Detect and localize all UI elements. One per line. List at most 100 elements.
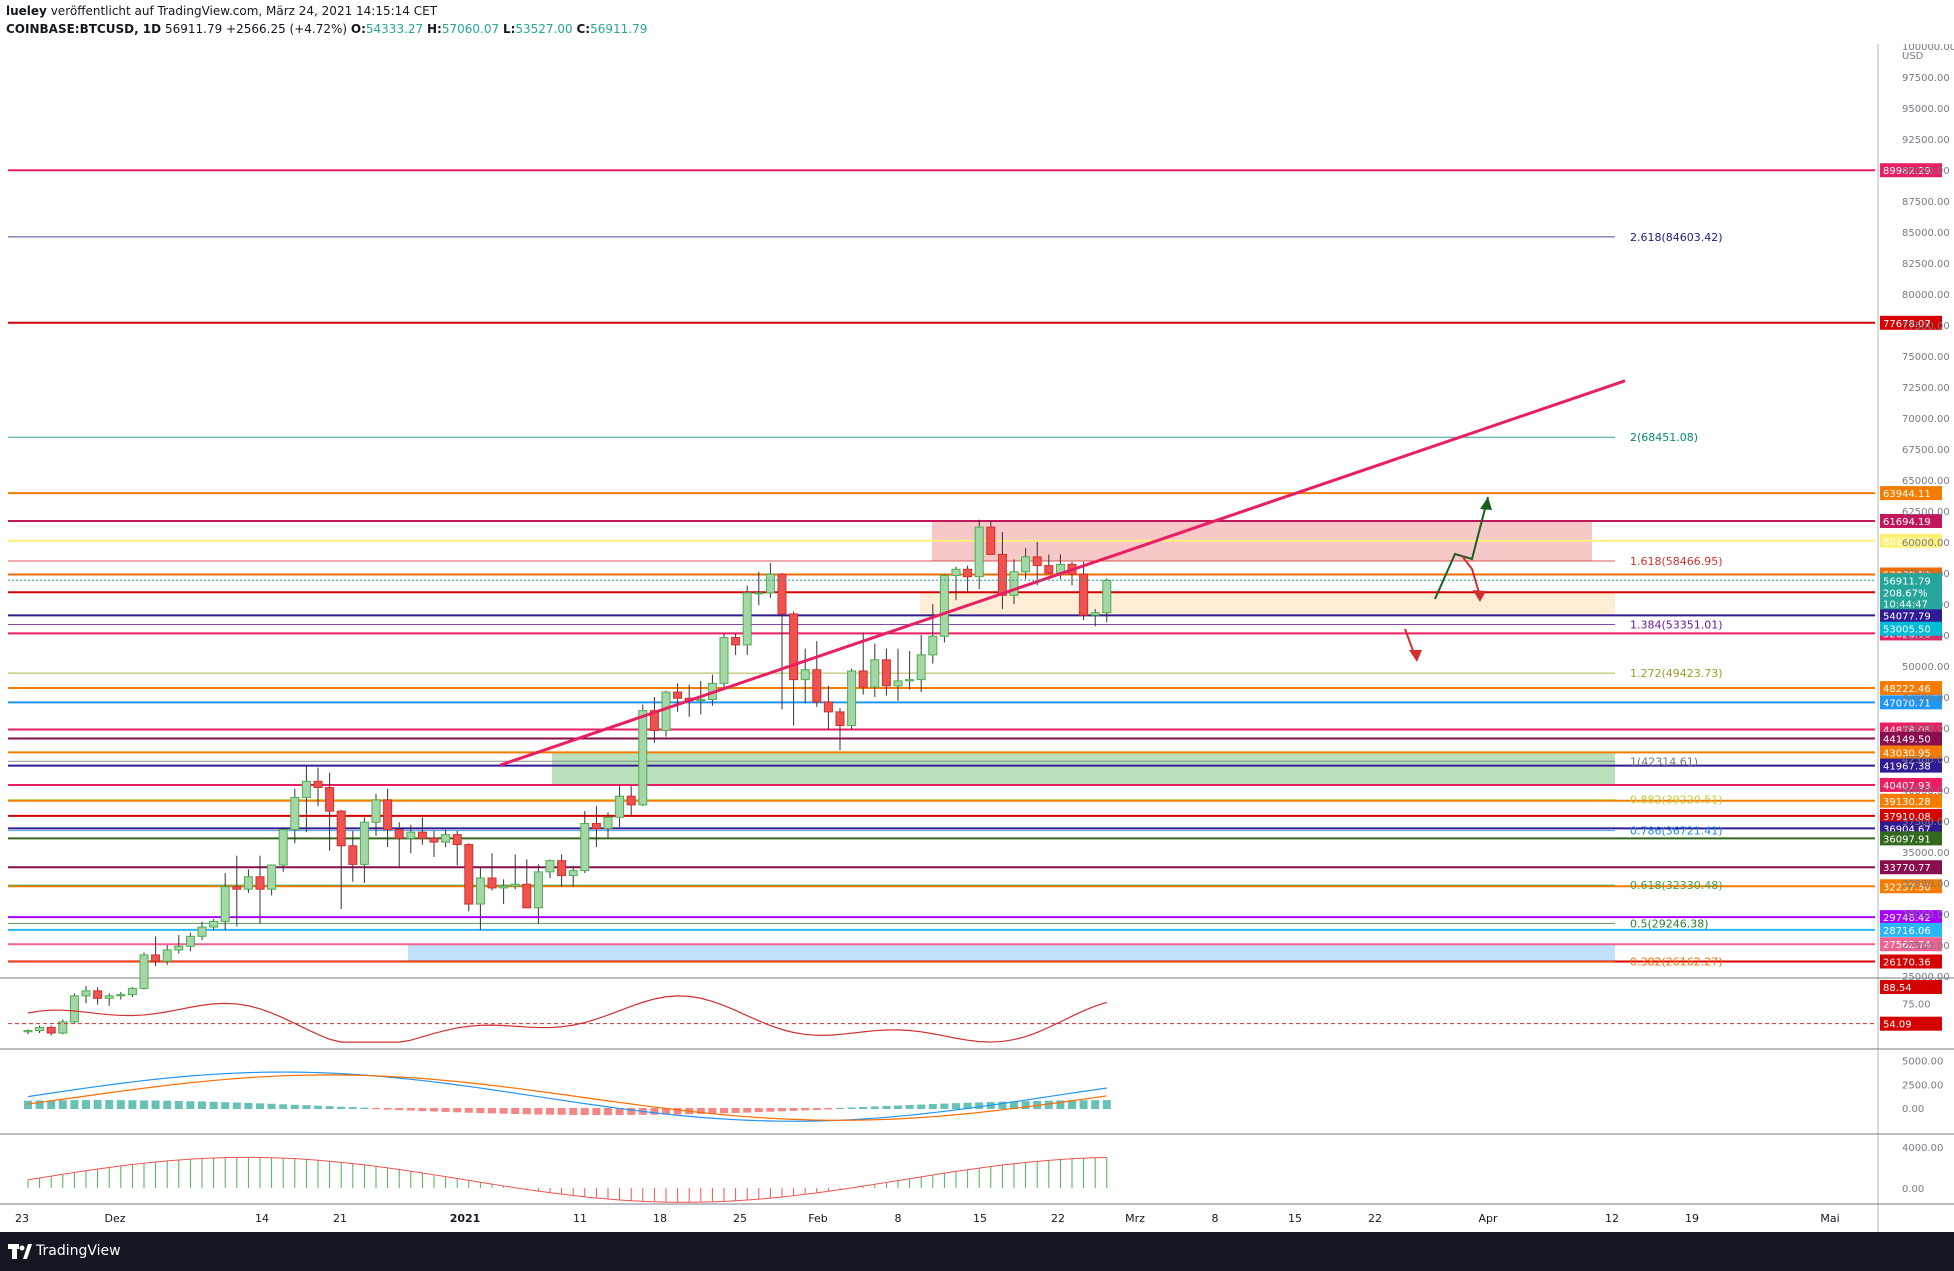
level-label-bg	[1880, 315, 1942, 330]
current-price-bg	[1880, 573, 1942, 610]
price-tick: 30000.00	[1902, 910, 1950, 921]
fib-label: 0.882(39220.51)	[1630, 794, 1723, 807]
candle-body	[1102, 579, 1112, 614]
candle-body	[464, 844, 474, 905]
candle-body	[835, 711, 845, 727]
candle-countdown: 10:44:47	[1883, 599, 1928, 610]
price-tick: 45000.00	[1902, 724, 1950, 735]
candle-body	[893, 680, 903, 687]
price-tick: 80000.00	[1902, 290, 1950, 301]
macd-hist-bar	[662, 1108, 670, 1115]
level-label: 43030.95	[1883, 748, 1931, 759]
price-chart-svg[interactable]: 89982.29 77678.07 63944.11 61694.19 60100.72…	[0, 44, 1954, 1232]
candle-body	[510, 883, 520, 887]
candle-body	[800, 669, 810, 681]
macd-hist-bar	[244, 1102, 253, 1109]
price-tick: 92500.00	[1902, 135, 1950, 146]
close-label: 53005.50	[1883, 625, 1931, 636]
rsi-tick: 75.00	[1902, 999, 1931, 1010]
candle-body	[939, 574, 949, 637]
time-tick: 22	[1051, 1212, 1065, 1225]
candle-body	[243, 876, 253, 890]
tradingview-logo-icon[interactable]	[8, 1242, 32, 1260]
candle-body	[905, 679, 915, 682]
close-label: C:	[576, 22, 591, 36]
macd-hist-bar	[441, 1108, 450, 1112]
candle-body	[591, 822, 601, 829]
time-tick: 11	[573, 1212, 587, 1225]
symbol-name[interactable]: COINBASE:BTCUSD, 1D	[6, 22, 162, 36]
candle-body	[139, 954, 149, 989]
time-tick: 14	[255, 1212, 269, 1225]
level-label: 60100.72	[1883, 537, 1931, 548]
author-name[interactable]: lueley	[6, 4, 47, 18]
level-label-bg	[1880, 533, 1942, 548]
macd-hist-bar	[1044, 1100, 1053, 1109]
macd-hist-bar	[847, 1107, 856, 1109]
time-tick: 21	[333, 1212, 347, 1225]
macd-hist-bar	[279, 1104, 288, 1109]
candle-body	[754, 592, 764, 595]
price-tick: 87500.00	[1902, 197, 1950, 208]
candle-body	[383, 799, 393, 831]
level-label-bg	[1880, 793, 1942, 808]
candle-body	[58, 1021, 68, 1034]
candle-body	[719, 636, 729, 684]
macd-hist-bar	[256, 1103, 264, 1109]
macd-hist-bar	[650, 1108, 659, 1115]
candle-body	[557, 860, 567, 877]
candle-body	[812, 669, 822, 703]
candle-body	[359, 821, 369, 865]
candle-body	[417, 831, 427, 839]
macd-hist-bar	[232, 1102, 241, 1109]
level-label: 44149.50	[1883, 735, 1931, 746]
fib-label: 0.618(32330.48)	[1630, 879, 1723, 892]
time-tick: 18	[653, 1212, 667, 1225]
macd-hist-bar	[882, 1105, 891, 1109]
last-price: 56911.79	[164, 22, 223, 36]
macd-hist-bar	[140, 1100, 148, 1109]
macd-hist-bar	[743, 1108, 752, 1113]
time-tick: 22	[1368, 1212, 1382, 1225]
current-price-pct: 208.67%	[1883, 588, 1928, 599]
level-label: 48222.46	[1883, 684, 1931, 695]
macd-hist-bar	[372, 1108, 380, 1110]
level-label: 33770.77	[1883, 863, 1931, 874]
level-label: 36904.67	[1883, 824, 1931, 835]
price-tick: 40000.00	[1902, 786, 1950, 797]
price-tick: 62500.00	[1902, 507, 1950, 518]
candle-body	[1044, 565, 1054, 574]
chart-area[interactable]: 89982.29 77678.07 63944.11 61694.19 60100.72…	[0, 44, 1954, 1232]
macd-hist-bar	[615, 1108, 624, 1116]
candle-body	[81, 990, 91, 997]
time-tick: 25	[733, 1212, 747, 1225]
price-tick: 35000.00	[1902, 848, 1950, 859]
publish-info: lueley veröffentlicht auf TradingView.co…	[6, 4, 437, 18]
candle-body	[325, 787, 335, 812]
macd-hist-bar	[209, 1101, 218, 1109]
macd-hist-bar	[82, 1100, 90, 1109]
time-tick: 15	[973, 1212, 987, 1225]
level-label-bg	[1880, 513, 1942, 528]
time-tick: 15	[1288, 1212, 1302, 1225]
price-tick: 65000.00	[1902, 476, 1950, 487]
level-label-bg	[1880, 937, 1942, 952]
macd-hist-bar	[1091, 1100, 1100, 1109]
price-tick: 27500.00	[1902, 941, 1950, 952]
close-label-bg	[1880, 621, 1942, 636]
candle-body	[858, 670, 868, 688]
rsi-value: 88.54	[1883, 983, 1912, 994]
price-tick: 90000.00	[1902, 166, 1950, 177]
time-tick: 8	[895, 1212, 902, 1225]
macd-hist-bar	[453, 1108, 462, 1113]
macd-tick: 0.00	[1902, 1104, 1924, 1115]
fib-label: 0.786(36721.41)	[1630, 825, 1723, 838]
macd-hist-bar	[128, 1100, 137, 1109]
candle-body	[371, 799, 381, 823]
rsi-level-bg	[1880, 1016, 1942, 1031]
candle-body	[870, 659, 880, 688]
brand-name[interactable]: TradingView	[36, 1243, 121, 1259]
level-label: 37910.08	[1883, 812, 1931, 823]
level-label-bg	[1880, 808, 1942, 823]
macd-hist-bar	[174, 1100, 183, 1109]
